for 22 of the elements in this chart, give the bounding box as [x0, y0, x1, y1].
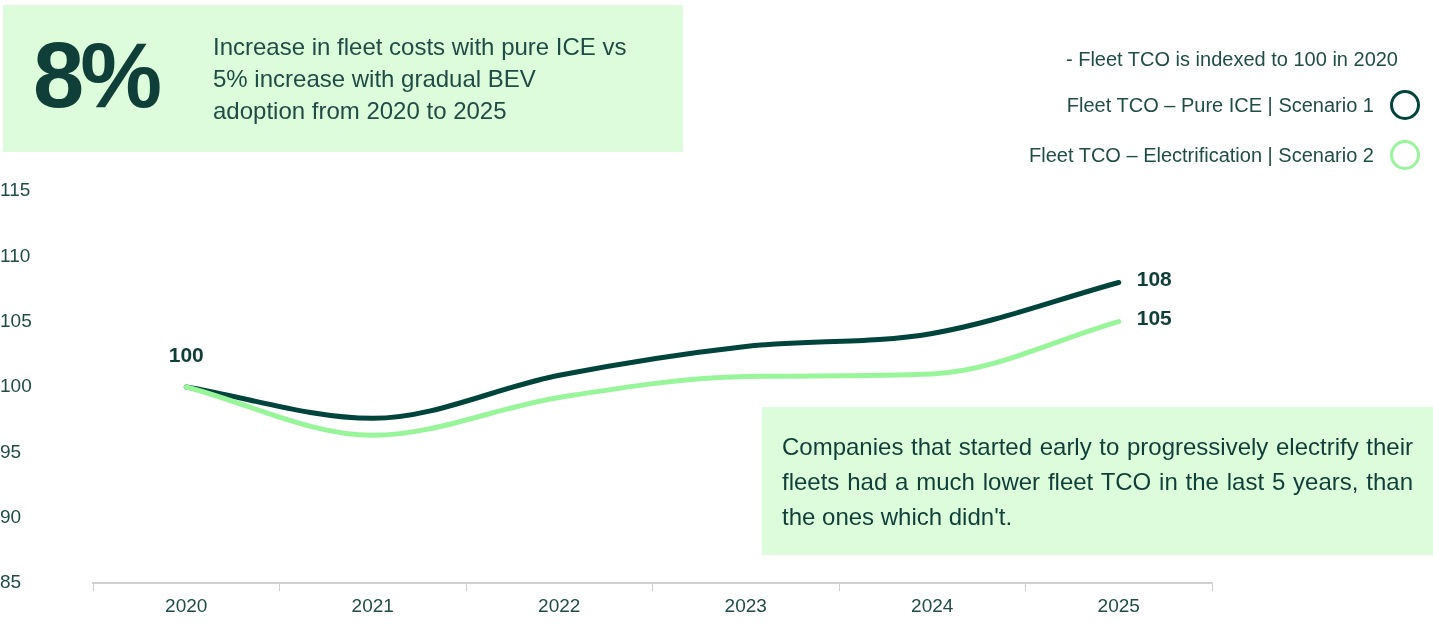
legend-label: Fleet TCO – Electrification | Scenario 2 — [1029, 143, 1374, 167]
y-tick-label: 115 — [0, 179, 31, 201]
chart-subtitle: Increase in fleet costs with pure ICE vs 5% increase with gradual BEV adoption from 2020 to 2025 — [213, 32, 628, 126]
annotation: Companies that started early to progressively electrify their fleets had a much lower fleet TCO in the last 5 years, than the ones which didn't. — [762, 407, 1433, 555]
x-tick-label: 2023 — [724, 594, 767, 616]
chart-title: 8% — [33, 23, 158, 128]
x-tick-label: 2021 — [351, 594, 394, 616]
x-tick-label: 2022 — [538, 594, 581, 616]
y-tick-label: 100 — [0, 375, 32, 397]
data-label: 105 — [1136, 306, 1173, 330]
y-tick-label: 85 — [0, 571, 22, 593]
y-tick-label: 90 — [0, 505, 22, 527]
x-tick-label: 2025 — [1097, 594, 1140, 616]
data-label: 100 — [168, 343, 204, 367]
data-label: 108 — [1136, 267, 1173, 291]
y-tick-label: 110 — [0, 244, 31, 266]
x-tick-label: 2024 — [911, 594, 954, 616]
text: - Fleet TCO is indexed to 100 in 2020 — [1065, 48, 1398, 71]
y-tick-label: 105 — [0, 309, 32, 331]
y-tick-label: 95 — [0, 440, 22, 462]
x-tick-label: 2020 — [165, 594, 208, 616]
legend-label: Fleet TCO – Pure ICE | Scenario 1 — [1066, 93, 1374, 117]
